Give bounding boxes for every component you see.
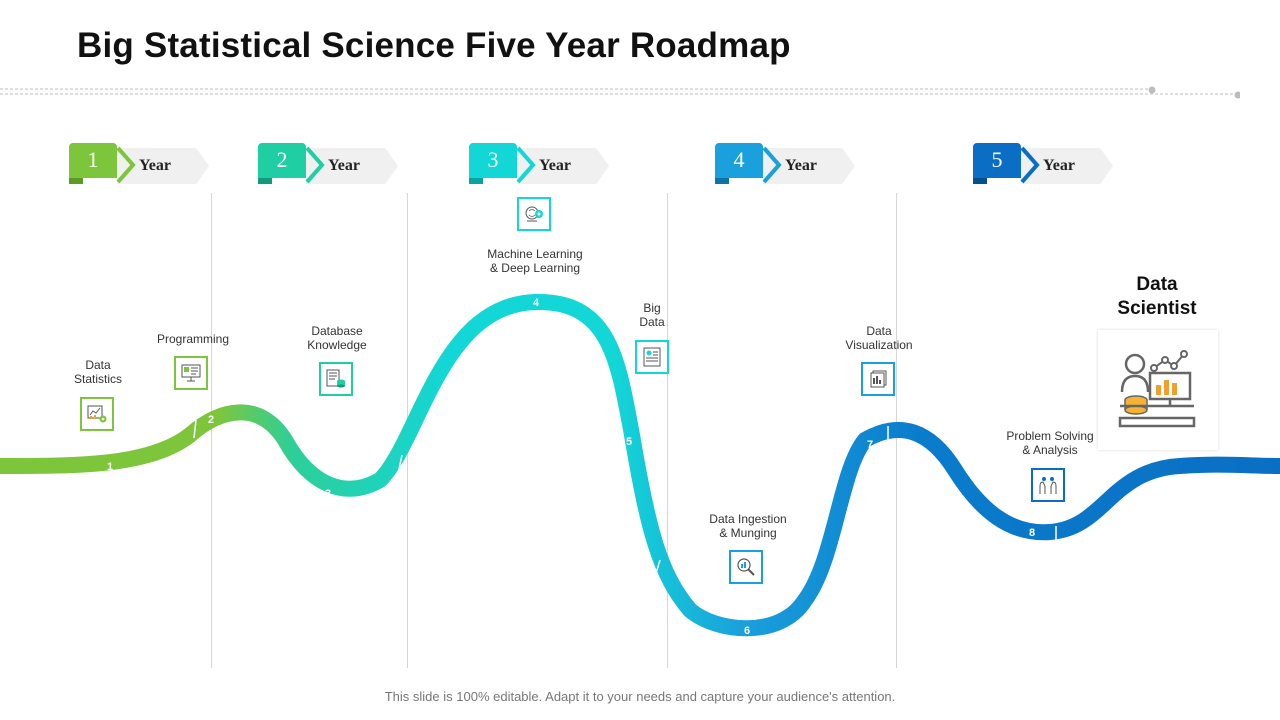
goal-card bbox=[1098, 330, 1218, 450]
milestone-label: Data Ingestion & Munging bbox=[709, 512, 787, 540]
year-tab-fold bbox=[469, 178, 483, 184]
hands-analysis-icon bbox=[1031, 468, 1065, 502]
chevron-right-icon bbox=[305, 146, 325, 184]
milestone-label: Data Visualization bbox=[845, 324, 913, 352]
year-tab-fold bbox=[69, 178, 83, 184]
chart-gear-icon bbox=[80, 397, 114, 431]
database-icon bbox=[319, 362, 353, 396]
brain-gear-icon bbox=[517, 197, 551, 231]
year-label: Year bbox=[539, 157, 571, 174]
page-title: Big Statistical Science Five Year Roadma… bbox=[77, 26, 791, 65]
milestone-label: Machine Learning & Deep Learning bbox=[487, 247, 583, 275]
step-number: 6 bbox=[744, 625, 750, 637]
year-number: 1 bbox=[69, 143, 117, 178]
chevron-right-icon bbox=[116, 146, 136, 184]
step-number: 3 bbox=[325, 488, 331, 500]
year-label: Year bbox=[328, 157, 360, 174]
year-divider bbox=[211, 193, 212, 668]
chevron-right-icon bbox=[1020, 146, 1040, 184]
title-divider bbox=[0, 86, 1240, 99]
year-tab-fold bbox=[973, 178, 987, 184]
step-number: 4 bbox=[533, 297, 540, 309]
step-number: 8 bbox=[1029, 527, 1035, 539]
segment-tick bbox=[653, 559, 661, 581]
year-number: 2 bbox=[258, 143, 306, 178]
year-label: Year bbox=[1043, 157, 1075, 174]
monitor-code-icon bbox=[174, 356, 208, 390]
chevron-right-icon bbox=[516, 146, 536, 184]
milestone-label: Problem Solving & Analysis bbox=[1006, 429, 1094, 457]
year-divider bbox=[667, 193, 668, 668]
chevron-right-icon bbox=[762, 146, 782, 184]
segment-tick bbox=[397, 454, 403, 475]
milestone-label: Programming bbox=[156, 332, 230, 346]
year-number: 4 bbox=[715, 143, 763, 178]
report-stack-icon bbox=[861, 362, 895, 396]
milestone-label: Database Knowledge bbox=[307, 324, 367, 352]
step-number: 1 bbox=[107, 461, 113, 473]
year-label: Year bbox=[785, 157, 817, 174]
footer-note: This slide is 100% editable. Adapt it to… bbox=[384, 689, 896, 704]
goal-title: Data Scientist bbox=[1117, 274, 1197, 319]
data-document-icon bbox=[635, 340, 669, 374]
step-number: 2 bbox=[208, 414, 214, 426]
milestone-label: Big Data bbox=[639, 301, 665, 329]
milestone-label: Data Statistics bbox=[73, 358, 122, 386]
step-number: 5 bbox=[626, 436, 632, 448]
step-number: 7 bbox=[867, 439, 873, 451]
year-number: 5 bbox=[973, 143, 1021, 178]
wave-path bbox=[0, 293, 1280, 637]
year-tab-fold bbox=[715, 178, 729, 184]
data-scientist-icon bbox=[1118, 350, 1196, 428]
year-label: Year bbox=[139, 157, 171, 174]
segment-tick bbox=[193, 419, 197, 439]
year-number: 3 bbox=[469, 143, 517, 178]
magnifier-data-icon bbox=[729, 550, 763, 584]
year-tab-fold bbox=[258, 178, 272, 184]
